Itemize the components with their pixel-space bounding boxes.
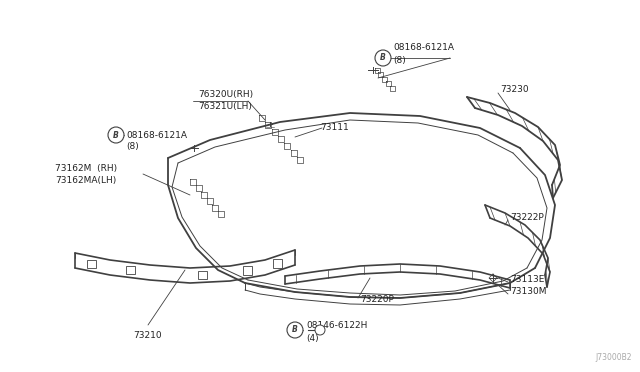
Text: B: B (113, 131, 119, 140)
Text: 73162M  (RH): 73162M (RH) (55, 164, 117, 173)
Circle shape (108, 127, 124, 143)
Text: J73000B2: J73000B2 (595, 353, 632, 362)
Text: 73113E: 73113E (510, 276, 545, 285)
Text: 73230: 73230 (500, 86, 529, 94)
Circle shape (315, 325, 325, 335)
Text: B: B (292, 326, 298, 334)
Text: (8): (8) (393, 55, 406, 64)
Text: 08146-6122H: 08146-6122H (306, 321, 367, 330)
Text: 76321U(LH): 76321U(LH) (198, 103, 252, 112)
Text: 73130M: 73130M (510, 288, 547, 296)
Text: B: B (380, 54, 386, 62)
Text: (8): (8) (126, 142, 139, 151)
Text: 73162MA(LH): 73162MA(LH) (55, 176, 116, 185)
Text: 76320U(RH): 76320U(RH) (198, 90, 253, 99)
Text: 73222P: 73222P (510, 214, 544, 222)
Text: (4): (4) (306, 334, 319, 343)
Text: 73220P: 73220P (360, 295, 394, 305)
Text: 08168-6121A: 08168-6121A (393, 44, 454, 52)
Circle shape (287, 322, 303, 338)
Text: 73210: 73210 (134, 330, 163, 340)
Text: 73111: 73111 (320, 124, 349, 132)
Circle shape (375, 50, 391, 66)
Text: 08168-6121A: 08168-6121A (126, 131, 187, 140)
